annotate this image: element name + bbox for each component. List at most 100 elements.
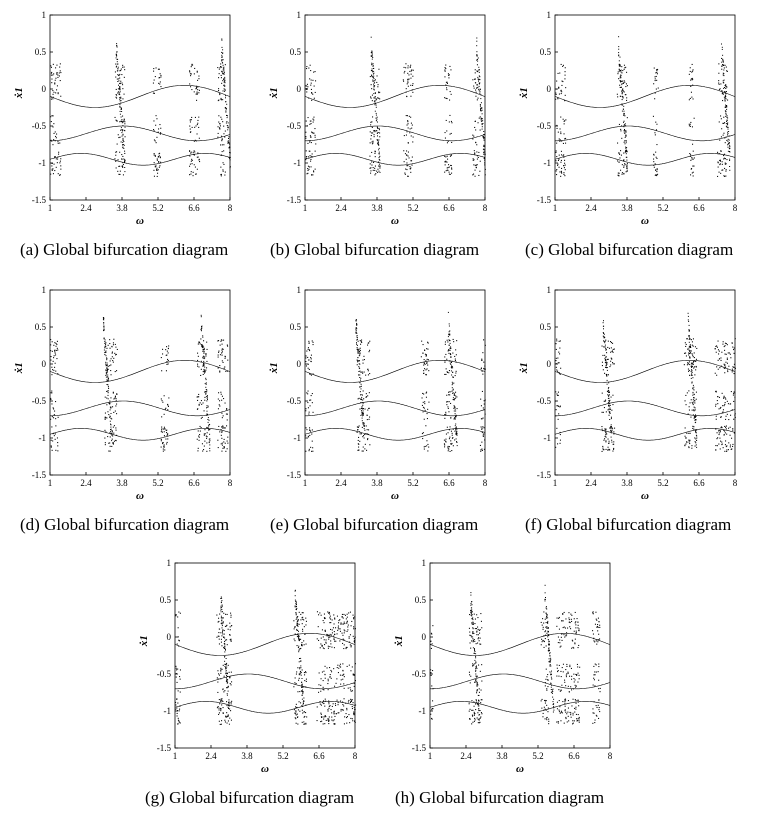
chaotic-point <box>564 175 566 177</box>
peak-point <box>355 320 357 322</box>
peak-point <box>689 350 691 352</box>
chaotic-point <box>332 627 334 629</box>
peak-point <box>690 377 692 379</box>
chaotic-point <box>715 351 717 353</box>
peak-point <box>223 637 225 638</box>
x-tick-label: 3.8 <box>116 203 128 213</box>
chaotic-point <box>309 350 311 352</box>
chaotic-point <box>688 409 690 411</box>
chaotic-point <box>362 390 364 392</box>
panel-f: 1 2.4 3.8 5.2 6.6 8 -1.5 -1 -0.5 0 0.5 1 ω ẋ1 (f) Glo… <box>505 275 775 540</box>
chaotic-point <box>370 97 372 99</box>
chaotic-point <box>563 173 565 175</box>
peak-point <box>620 87 622 88</box>
chaotic-point <box>561 91 563 93</box>
chaotic-point <box>690 174 692 176</box>
peak-point <box>221 619 223 621</box>
periodic-branch <box>49 360 231 383</box>
chaotic-point <box>225 680 227 682</box>
chaotic-point <box>619 75 621 77</box>
chaotic-point <box>578 721 580 723</box>
peak-point <box>119 105 121 107</box>
chaotic-point <box>114 397 116 399</box>
peak-point <box>359 360 360 362</box>
chaotic-point <box>734 396 736 398</box>
chaotic-point <box>571 678 573 680</box>
chaotic-point <box>547 679 549 681</box>
chaotic-point <box>406 169 408 171</box>
chaotic-point <box>452 352 454 354</box>
chaotic-point <box>561 620 563 622</box>
chaotic-point <box>425 360 427 362</box>
chaotic-point <box>220 723 222 725</box>
chaotic-point <box>294 633 296 635</box>
chaotic-point <box>304 715 306 717</box>
peak-point <box>223 633 225 635</box>
chaotic-point <box>544 638 546 640</box>
chaotic-point <box>105 343 107 345</box>
peak-point <box>728 142 730 144</box>
peak-point <box>225 111 227 113</box>
peak-point <box>725 115 727 117</box>
peak-point <box>361 396 363 398</box>
chaotic-point <box>371 132 373 134</box>
chaotic-point <box>298 679 300 681</box>
chaotic-point <box>221 431 223 433</box>
chaotic-point <box>733 347 735 349</box>
peak-point <box>626 164 628 166</box>
peak-point <box>227 140 229 142</box>
chaotic-point <box>444 132 446 134</box>
chaotic-point <box>481 427 483 429</box>
peak-point <box>200 328 202 330</box>
y-tick-label: 1 <box>297 10 302 20</box>
chaotic-point <box>726 70 728 72</box>
chaotic-point <box>723 367 725 369</box>
peak-point <box>203 355 205 357</box>
chaotic-point <box>723 434 725 436</box>
chaotic-point <box>431 707 433 709</box>
chaotic-point <box>313 171 315 173</box>
chaotic-point <box>557 98 559 100</box>
chaotic-point <box>312 411 314 413</box>
chaotic-point <box>224 427 226 429</box>
chaotic-point <box>161 429 163 431</box>
chaotic-point <box>724 432 726 434</box>
chaotic-point <box>374 165 376 167</box>
chaotic-point <box>616 93 618 95</box>
chaotic-point <box>50 72 52 74</box>
chaotic-point <box>474 82 476 84</box>
y-tick-label: 0 <box>42 84 47 94</box>
chaotic-point <box>726 400 728 402</box>
chaotic-point <box>375 117 377 119</box>
peak-point <box>200 329 202 331</box>
peak-point <box>608 391 610 393</box>
chaotic-point <box>53 355 55 357</box>
chaotic-point <box>719 448 721 450</box>
chaotic-point <box>203 410 205 412</box>
chaotic-point <box>314 91 316 93</box>
peak-point <box>609 413 611 414</box>
chaotic-point <box>224 130 226 132</box>
plot-frame <box>174 562 356 749</box>
chaotic-point <box>55 345 57 347</box>
peak-point <box>120 120 122 122</box>
chaotic-point <box>54 140 56 142</box>
chaotic-point <box>609 366 611 368</box>
chaotic-point <box>55 370 57 372</box>
chaotic-point <box>727 449 729 451</box>
peak-point <box>478 85 480 87</box>
chaotic-point <box>112 392 114 394</box>
peak-point <box>483 149 485 151</box>
chaotic-point <box>653 83 655 85</box>
chaotic-point <box>605 432 607 434</box>
peak-point <box>725 125 727 127</box>
chaotic-point <box>310 158 312 160</box>
peak-point <box>117 74 119 76</box>
chaotic-point <box>722 169 724 171</box>
chaotic-point <box>566 721 568 723</box>
chaotic-point <box>685 352 687 354</box>
chaotic-point <box>154 140 156 142</box>
chaotic-point <box>623 172 625 174</box>
chaotic-point <box>338 620 340 622</box>
chaotic-point <box>193 140 195 142</box>
